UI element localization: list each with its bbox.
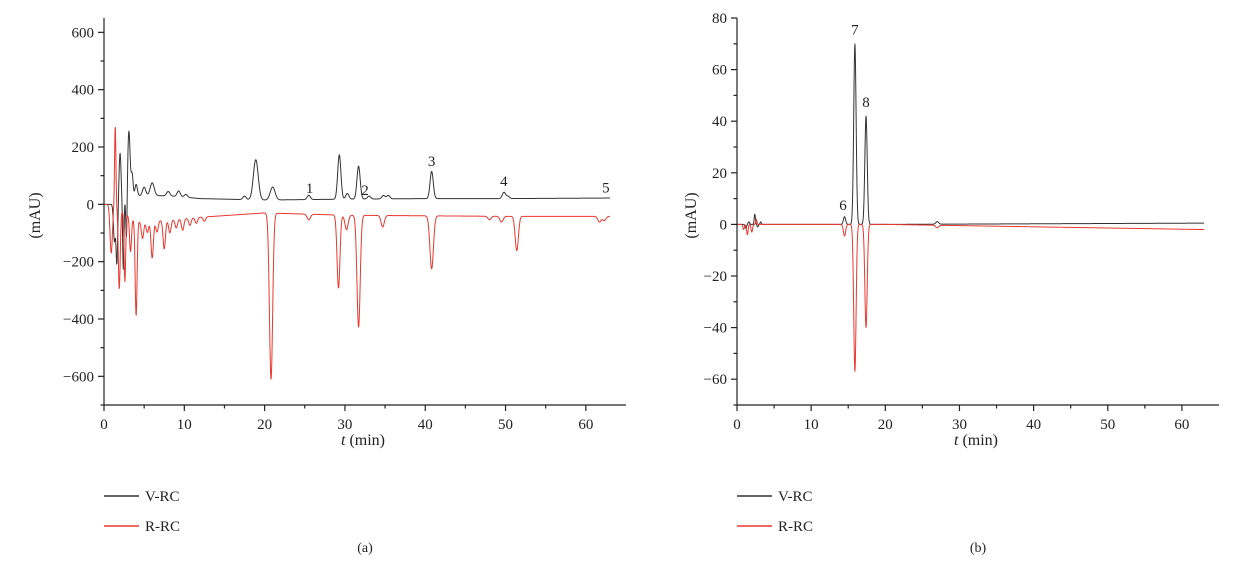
y-tick-label: −200 <box>63 255 94 271</box>
y-tick-label: 20 <box>712 166 727 182</box>
legend-label-v-rc: V-RC <box>145 489 179 505</box>
y-axis-title: (mAU) <box>27 192 44 238</box>
x-tick-label: 50 <box>1100 417 1115 433</box>
x-tick-label: 20 <box>257 417 272 433</box>
panel-label: (a) <box>357 541 373 556</box>
y-tick-label: 200 <box>72 140 95 156</box>
x-axis-variable: t <box>341 432 346 449</box>
x-axis-unit: (min) <box>962 432 998 449</box>
series-line-v-rc <box>736 43 1205 229</box>
x-tick-label: 30 <box>952 417 967 433</box>
peak-label: 5 <box>602 180 610 196</box>
y-tick-label: −40 <box>704 321 727 337</box>
legend-label-r-rc: R-RC <box>778 519 813 535</box>
series-line-v-rc <box>103 130 611 270</box>
peak-label: 2 <box>361 183 369 199</box>
y-tick-label: 40 <box>712 114 727 130</box>
legend: V-RC R-RC <box>104 489 180 535</box>
y-tick-label: 0 <box>720 217 728 233</box>
x-tick-label: 50 <box>498 417 513 433</box>
y-tick-label: 0 <box>87 197 95 213</box>
series-line-r-rc <box>103 126 611 380</box>
x-tick-label: 20 <box>878 417 893 433</box>
peak-label: 8 <box>862 95 870 111</box>
x-tick-label: 0 <box>100 417 108 433</box>
y-tick-label: 600 <box>72 25 95 41</box>
peak-label: 7 <box>851 23 859 39</box>
legend-label-r-rc: R-RC <box>145 519 180 535</box>
y-tick-label: 400 <box>72 83 95 99</box>
x-tick-label: 40 <box>418 417 433 433</box>
y-tick-label: −400 <box>63 312 94 328</box>
peak-label: 1 <box>306 181 314 197</box>
x-axis-unit: (min) <box>349 432 385 449</box>
x-axis-title: t (min) <box>954 432 998 449</box>
legend: V-RC R-RC <box>737 489 813 535</box>
x-axis-title: t (min) <box>341 432 385 449</box>
x-tick-label: 60 <box>1174 417 1189 433</box>
x-tick-label: 0 <box>733 417 741 433</box>
x-tick-label: 60 <box>578 417 593 433</box>
peak-label: 4 <box>500 174 508 190</box>
x-tick-label: 10 <box>804 417 819 433</box>
x-tick-label: 10 <box>177 417 192 433</box>
chart-panel-a: 0 10 20 30 40 50 60 −600 −400 −200 0 200 400 600 t (min… <box>27 18 626 556</box>
y-tick-label: 60 <box>712 63 727 79</box>
x-tick-label: 40 <box>1026 417 1041 433</box>
peak-label: 3 <box>428 154 436 170</box>
x-tick-label: 30 <box>337 417 352 433</box>
legend-label-v-rc: V-RC <box>778 489 812 505</box>
y-tick-label: 80 <box>712 11 727 27</box>
chart-panel-b: 0 10 20 30 40 50 60 −60 −40 −20 0 20 40 60 80 t (min) (mA… <box>683 11 1219 556</box>
y-axis-title: (mAU) <box>683 192 700 238</box>
x-axis-variable: t <box>954 432 959 449</box>
y-tick-label: −20 <box>704 269 727 285</box>
y-tick-label: −60 <box>704 372 727 388</box>
panel-label: (b) <box>970 541 987 556</box>
y-tick-label: −600 <box>63 369 94 385</box>
series-line-r-rc <box>736 218 1205 372</box>
peak-label: 6 <box>839 198 847 214</box>
